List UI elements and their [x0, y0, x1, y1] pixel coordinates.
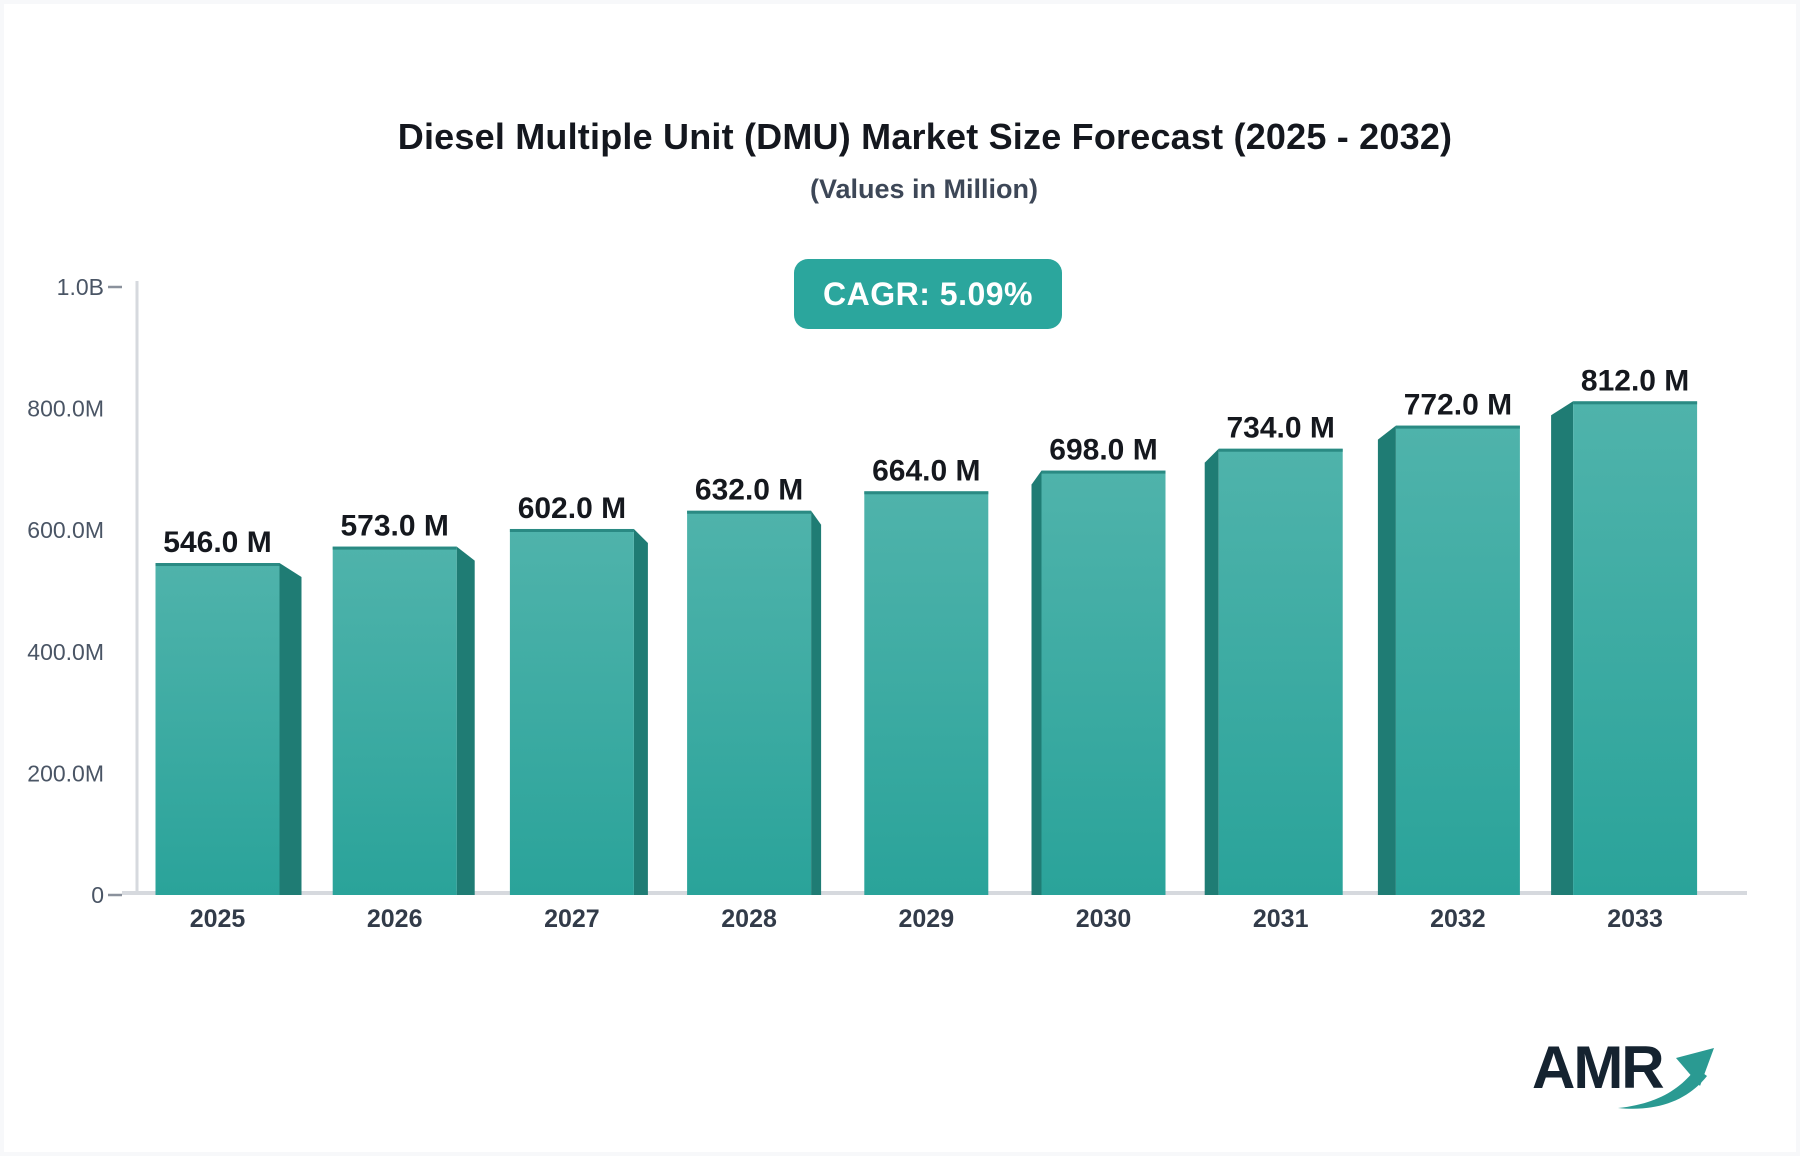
bar-group-2026: 573.0 M 2026	[332, 510, 475, 933]
bar-2025[interactable]	[155, 563, 280, 895]
bar-group-2030: 698.0 M 2030	[1031, 434, 1166, 933]
bar-2027[interactable]	[509, 528, 634, 895]
bar-value-label: 573.0 M	[340, 510, 448, 543]
bar-top-edge	[1041, 470, 1166, 474]
bar-group-2033: 812.0 M 2033	[1551, 364, 1698, 933]
bar-value-label: 812.0 M	[1581, 364, 1689, 397]
bar-side-face	[1031, 470, 1042, 895]
y-tick-label: 800.0M	[27, 396, 104, 422]
bar-group-2025: 546.0 M 2025	[155, 526, 302, 933]
cagr-badge: CAGR: 5.09%	[794, 259, 1062, 329]
y-tick-label: 600.0M	[27, 517, 104, 543]
bar-value-label: 698.0 M	[1049, 434, 1157, 467]
chart-subtitle: (Values in Million)	[809, 174, 1039, 204]
bar-2026[interactable]	[332, 546, 457, 895]
x-tick-label: 2031	[1253, 905, 1309, 933]
y-tick-label: 0	[91, 882, 104, 908]
y-tick-label: 200.0M	[27, 760, 104, 786]
x-tick-label: 2029	[898, 905, 954, 933]
bar-group-2027: 602.0 M 2027	[509, 492, 648, 933]
bar-2029[interactable]	[864, 491, 989, 895]
bar-side-face	[279, 563, 302, 895]
x-tick-label: 2027	[544, 905, 600, 933]
x-tick-label: 2033	[1607, 905, 1663, 933]
bar-group-2028: 632.0 M 2028	[687, 474, 822, 933]
bar-value-label: 664.0 M	[872, 454, 980, 487]
x-tick-label: 2032	[1430, 905, 1486, 933]
bar-2032[interactable]	[1395, 425, 1520, 895]
bar-side-face	[1204, 448, 1219, 895]
x-tick-label: 2026	[367, 905, 423, 933]
bar-side-face	[456, 546, 475, 895]
amr-logo-text: AMR	[1532, 1034, 1665, 1101]
bar-2033[interactable]	[1573, 401, 1698, 895]
x-tick-label: 2030	[1076, 905, 1132, 933]
bar-top-edge	[864, 491, 989, 495]
bar-top-edge	[687, 510, 812, 514]
logo-arrow-icon	[1618, 1048, 1714, 1109]
bar-top-edge	[332, 546, 457, 550]
chart-card: Diesel Multiple Unit (DMU) Market Size F…	[4, 4, 1796, 1152]
bar-group-2032: 772.0 M 2032	[1377, 389, 1520, 933]
x-tick-label: 2025	[190, 905, 246, 933]
bar-value-label: 772.0 M	[1404, 389, 1512, 422]
bar-chart: 0 200.0M 400.0M 600.0M 800.0M 1.0B 546.0 M 2025…	[27, 274, 1747, 933]
bar-2028[interactable]	[687, 510, 812, 895]
bar-side-face	[633, 528, 648, 895]
chart-title: Diesel Multiple Unit (DMU) Market Size F…	[397, 116, 1453, 157]
bar-2030[interactable]	[1041, 470, 1166, 895]
amr-logo: AMR	[1532, 1034, 1732, 1124]
bar-2031[interactable]	[1218, 448, 1343, 895]
bar-top-edge	[1218, 448, 1343, 452]
bar-side-face	[811, 510, 822, 895]
bar-value-label: 546.0 M	[163, 526, 271, 559]
cagr-label: CAGR: 5.09%	[823, 275, 1033, 312]
bar-group-2029: 664.0 M 2029	[864, 454, 989, 933]
bar-value-label: 602.0 M	[518, 492, 626, 525]
bar-top-edge	[1395, 425, 1520, 429]
bar-top-edge	[1573, 401, 1698, 405]
x-tick-label: 2028	[721, 905, 777, 933]
bar-side-face	[1551, 401, 1574, 895]
bar-group-2031: 734.0 M 2031	[1204, 412, 1343, 933]
bar-top-edge	[509, 528, 634, 532]
y-tick-label: 1.0B	[57, 274, 104, 300]
bar-side-face	[1377, 425, 1396, 895]
bar-top-edge	[155, 563, 280, 567]
y-tick-label: 400.0M	[27, 639, 104, 665]
bar-value-label: 734.0 M	[1226, 412, 1334, 445]
bar-value-label: 632.0 M	[695, 474, 803, 507]
